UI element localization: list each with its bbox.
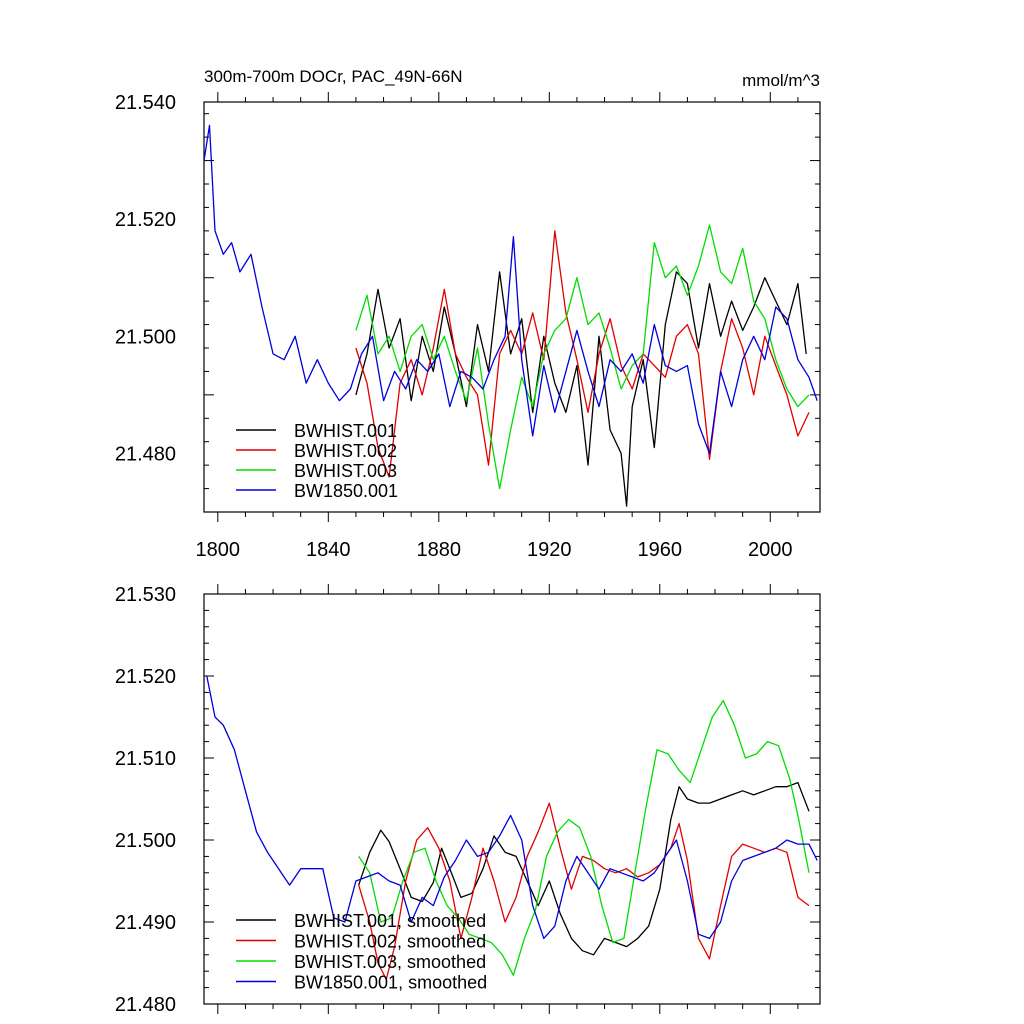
legend-label: BW1850.001, smoothed (294, 973, 487, 993)
legend-label: BW1850.001 (294, 481, 398, 501)
legend-label: BWHIST.003 (294, 461, 397, 481)
series-line-bwhist-003 (355, 224, 810, 490)
y-tick-label: 21.510 (115, 748, 176, 770)
units-label: mmol/m^3 (742, 71, 820, 90)
y-tick-label: 21.480 (115, 994, 176, 1016)
y-tick-label: 21.520 (115, 666, 176, 688)
legend-label: BWHIST.001 (294, 421, 397, 441)
series-line-bw1850-001-smoothed (206, 675, 818, 940)
x-tick-label: 1840 (306, 539, 351, 561)
series-line-bwhist-002-smoothed (358, 802, 810, 981)
y-tick-label: 21.500 (115, 830, 176, 852)
y-tick-label: 21.500 (115, 326, 176, 348)
top-panel: 21.480 21.500 21.520 21.540 1800 1840 1880 1920… (115, 92, 821, 561)
series-line-bwhist-001 (355, 271, 807, 507)
x-tick-label: 2000 (748, 539, 793, 561)
chart-title: 300m-700m DOCr, PAC_49N-66N (204, 67, 463, 86)
series-line-bw1850-001 (204, 124, 818, 455)
legend-label: BWHIST.001, smoothed (294, 911, 486, 931)
legend-label: BWHIST.003, smoothed (294, 952, 486, 972)
y-tick-label: 21.490 (115, 912, 176, 934)
x-tick-label: 1960 (638, 539, 683, 561)
series-line-bwhist-003-smoothed (358, 699, 810, 976)
legend-label: BWHIST.002 (294, 441, 397, 461)
x-tick-label: 1920 (527, 539, 572, 561)
x-tick-label: 1880 (417, 539, 462, 561)
series-line-bwhist-002 (355, 230, 810, 478)
y-tick-label: 21.520 (115, 209, 176, 231)
plot-frame (203, 593, 821, 1005)
plot-frame (203, 101, 821, 513)
y-tick-label: 21.540 (115, 92, 176, 114)
bottom-panel: 21.480 21.490 21.500 21.510 21.520 21.530 BWHI… (115, 584, 821, 1016)
series-line-bwhist-001-smoothed (358, 781, 810, 956)
y-tick-label: 21.530 (115, 584, 176, 606)
x-tick-label: 1800 (196, 539, 241, 561)
y-tick-label: 21.480 (115, 443, 176, 465)
legend-label: BWHIST.002, smoothed (294, 932, 486, 952)
